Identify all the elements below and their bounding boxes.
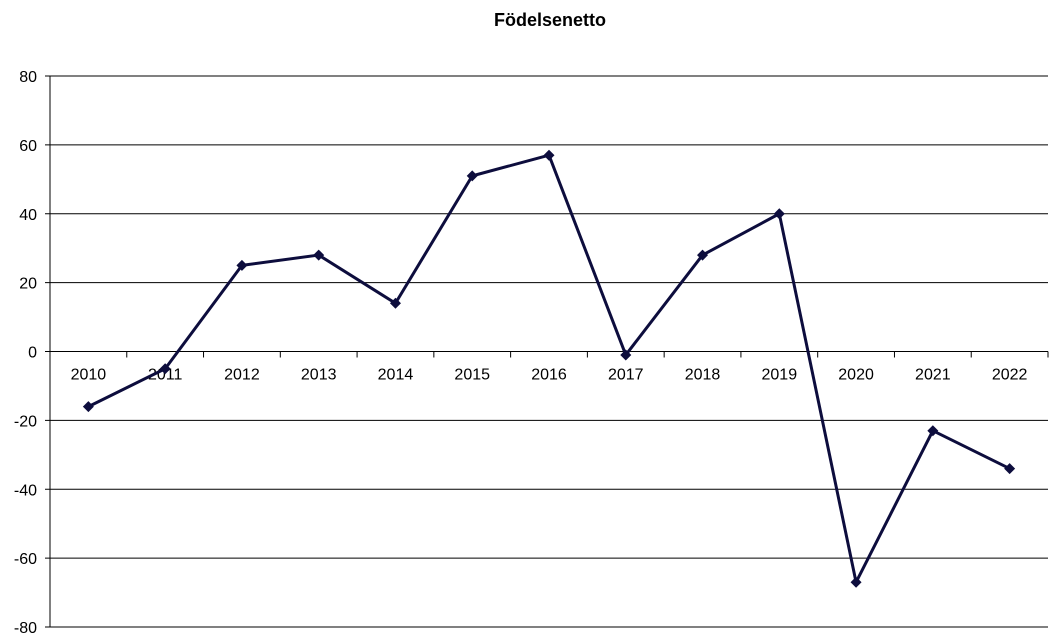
x-tick-label: 2022 xyxy=(992,367,1028,384)
y-tick-label: 20 xyxy=(19,276,37,293)
y-tick-label: 0 xyxy=(28,345,37,362)
x-tick-label: 2011 xyxy=(148,367,183,384)
data-point-marker xyxy=(159,363,171,375)
x-tick-label: 2020 xyxy=(838,367,874,384)
data-point-marker xyxy=(466,170,478,182)
data-point-marker xyxy=(543,149,555,161)
data-point-marker xyxy=(313,249,325,261)
x-tick-label: 2013 xyxy=(301,367,337,384)
data-point-marker xyxy=(82,401,94,413)
y-tick-label: -20 xyxy=(14,413,37,430)
y-tick-label: 80 xyxy=(19,69,37,86)
data-point-marker xyxy=(1004,463,1016,475)
x-tick-label: 2012 xyxy=(224,367,260,384)
data-point-marker xyxy=(773,208,785,220)
y-tick-label: -80 xyxy=(14,620,37,634)
data-point-marker xyxy=(236,259,248,271)
y-tick-label: -60 xyxy=(14,551,37,568)
chart-title: Födelsenetto xyxy=(493,10,606,30)
x-tick-label: 2015 xyxy=(454,367,490,384)
y-tick-label: 60 xyxy=(19,138,37,155)
x-tick-label: 2014 xyxy=(378,367,414,384)
y-tick-label: 40 xyxy=(19,207,37,224)
y-tick-label: -40 xyxy=(14,482,37,499)
data-point-marker xyxy=(850,576,862,588)
data-point-marker xyxy=(389,297,401,309)
data-point-marker xyxy=(697,249,709,261)
y-axis: -80 -60 -40 -20 0 20 40 60 80 xyxy=(14,69,51,634)
x-tick-label: 2017 xyxy=(608,367,644,384)
x-tick-label: 2016 xyxy=(531,367,567,384)
data-point-marker xyxy=(927,425,939,437)
series-group xyxy=(82,149,1016,588)
x-tick-label: 2021 xyxy=(915,367,951,384)
x-tick-label: 2019 xyxy=(762,367,798,384)
data-point-marker xyxy=(620,349,632,361)
x-axis: 2010 2011 2012 2013 2014 2015 2016 2017 2018 2019… xyxy=(49,351,1049,384)
x-tick-label: 2018 xyxy=(685,367,721,384)
x-tick-label: 2010 xyxy=(71,367,107,384)
